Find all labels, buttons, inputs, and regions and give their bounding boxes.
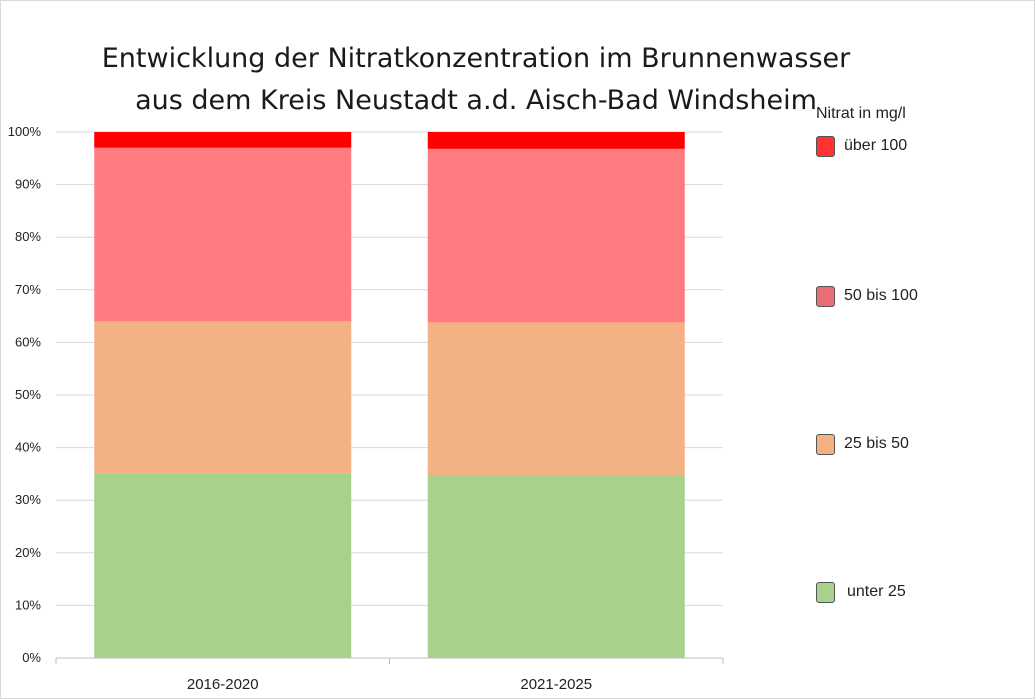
x-tick-label: 2016-2020 <box>187 676 259 693</box>
y-tick-label: 70% <box>15 282 41 297</box>
legend-swatch-ueber-100 <box>816 136 835 157</box>
legend-label-50-bis-100: 50 bis 100 <box>844 287 918 304</box>
y-tick-label: 100% <box>8 124 42 139</box>
y-tick-label: 10% <box>15 597 41 612</box>
y-tick-label: 40% <box>15 440 41 455</box>
bar-25-bis-50-2021-2025 <box>427 322 685 475</box>
legend-swatch-50-bis-100 <box>816 286 835 307</box>
y-tick-label: 90% <box>15 177 41 192</box>
legend-label-25-bis-50: 25 bis 50 <box>844 435 909 452</box>
legend-swatch-25-bis-50 <box>816 434 835 455</box>
chart-title-line-2: aus dem Kreis Neustadt a.d. Aisch-Bad Wi… <box>135 85 817 116</box>
bar-über-100-2021-2025 <box>427 132 685 149</box>
y-tick-label: 30% <box>15 492 41 507</box>
bar-über-100-2016-2020 <box>94 132 352 148</box>
bar-50-bis-100-2016-2020 <box>94 147 352 322</box>
legend-label-unter-25: unter 25 <box>847 583 906 600</box>
legend-swatch-unter-25 <box>816 582 835 603</box>
legend-label-ueber-100: über 100 <box>844 137 908 154</box>
bar-25-bis-50-2016-2020 <box>94 321 352 474</box>
bar-50-bis-100-2021-2025 <box>427 148 685 323</box>
y-tick-label: 80% <box>15 229 41 244</box>
y-tick-label: 20% <box>15 545 41 560</box>
y-tick-label: 50% <box>15 387 41 402</box>
legend-title: Nitrat in mg/l <box>816 105 906 122</box>
bar-unter-25-2016-2020 <box>94 473 352 658</box>
y-tick-label: 0% <box>22 650 41 665</box>
chart-title-line-1: Entwicklung der Nitratkonzentration im B… <box>101 43 851 74</box>
y-tick-label: 60% <box>15 334 41 349</box>
x-tick-label: 2021-2025 <box>520 676 592 693</box>
bar-unter-25-2021-2025 <box>427 474 685 658</box>
